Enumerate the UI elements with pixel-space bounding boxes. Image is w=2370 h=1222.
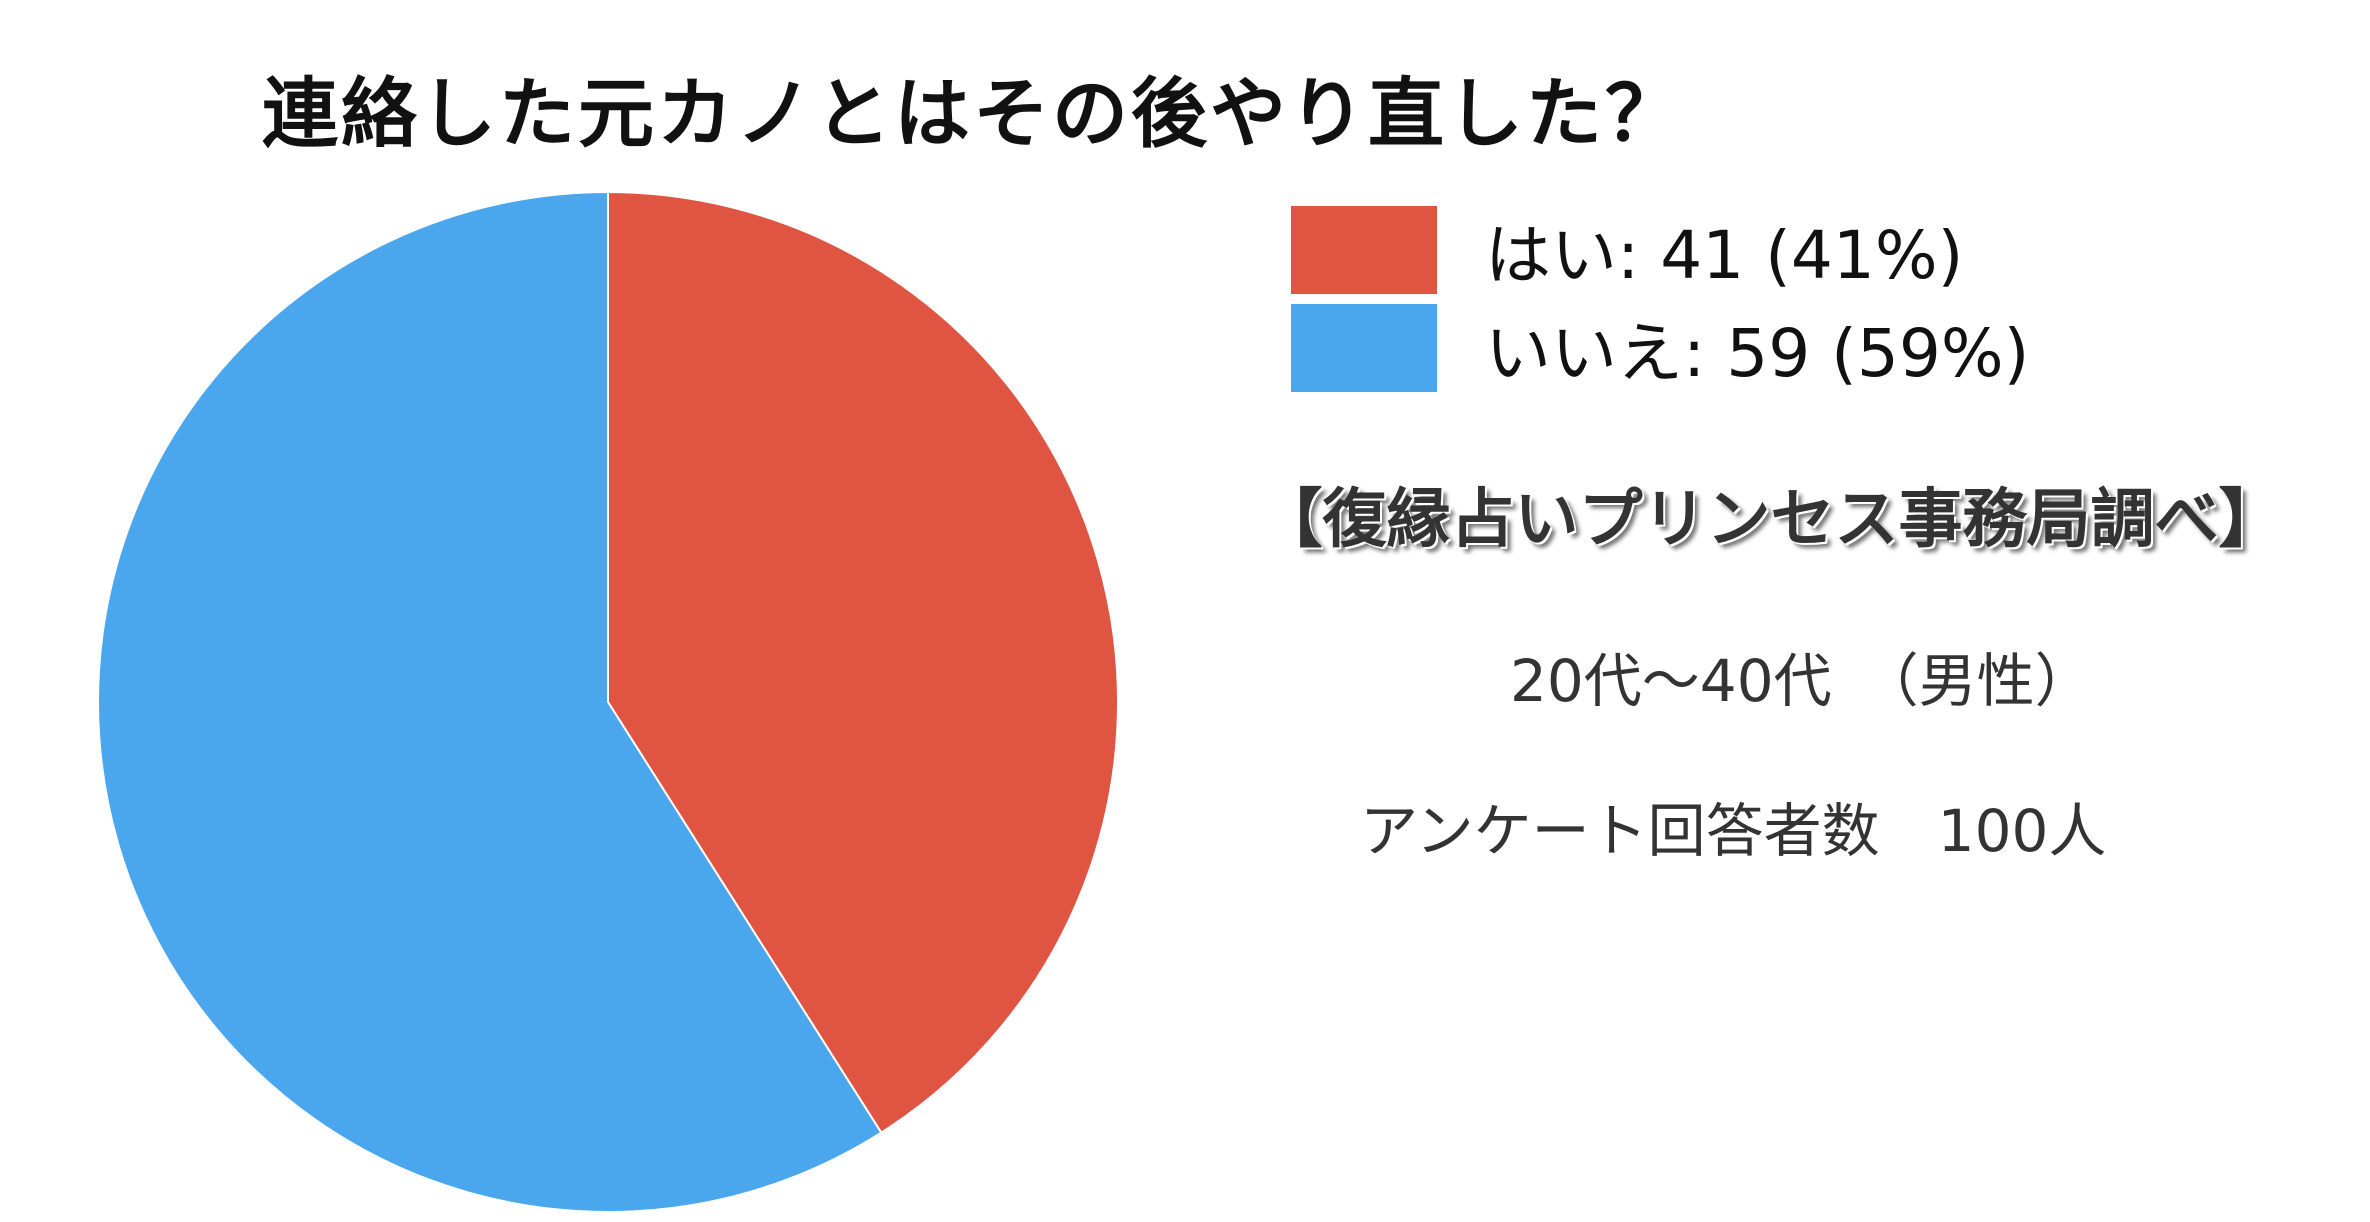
survey-respondent-count: アンケート回答者数 100人	[1360, 797, 2107, 865]
pie-slice-yes	[607, 190, 1119, 1134]
pie-slice-no	[97, 190, 883, 1213]
legend-label-no: いいえ: 59 (59%)	[1485, 315, 2030, 392]
legend-item-no: いいえ: 59 (59%)	[1291, 299, 2029, 397]
legend-label-yes: はい: 41 (41%)	[1485, 217, 1964, 294]
survey-age-group: 20代～40代 （男性）	[1510, 647, 2093, 715]
chart-title: 連絡した元カノとはその後やり直した？	[262, 69, 1684, 158]
chart-legend: はい: 41 (41%) いいえ: 59 (59%)	[1291, 201, 2029, 397]
legend-item-yes: はい: 41 (41%)	[1291, 201, 2029, 299]
legend-swatch-no	[1291, 304, 1437, 392]
survey-source-note: 【復縁占いプリンセス事務局調べ】	[1258, 483, 2283, 557]
legend-swatch-yes	[1291, 206, 1437, 294]
